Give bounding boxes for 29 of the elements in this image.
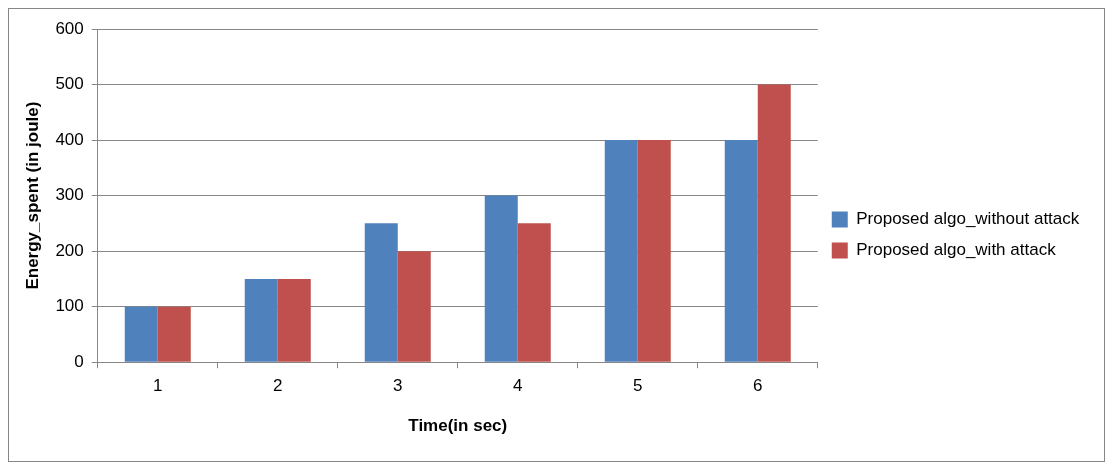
legend-label: Proposed algo_without attack (856, 209, 1080, 229)
bar (604, 140, 638, 362)
bar (484, 195, 518, 362)
bar (724, 140, 758, 362)
bar (157, 306, 191, 362)
y-tick-label: 600 (55, 18, 84, 38)
y-tick-label: 200 (55, 240, 84, 260)
bar (364, 223, 398, 362)
x-tick-label: 1 (153, 376, 163, 396)
y-tick-label: 100 (55, 296, 84, 316)
y-tick-label: 300 (55, 185, 84, 205)
x-tick-label: 4 (513, 376, 523, 396)
bar (637, 140, 671, 362)
bar (244, 278, 278, 362)
bar (124, 306, 158, 362)
y-tick-label: 400 (55, 129, 84, 149)
bar (397, 251, 431, 362)
bar (517, 223, 551, 362)
x-tick-label: 3 (393, 376, 403, 396)
bar (277, 278, 311, 362)
legend-label: Proposed algo_with attack (856, 240, 1057, 260)
y-axis-title: Energy_spent (in joule) (22, 101, 42, 290)
x-tick-label: 6 (753, 376, 763, 396)
x-axis-title: Time(in sec) (408, 416, 508, 436)
x-tick-label: 2 (273, 376, 283, 396)
y-tick-label: 500 (55, 74, 84, 94)
bar (757, 84, 791, 362)
y-tick-label: 0 (74, 351, 84, 371)
x-tick-label: 5 (633, 376, 643, 396)
